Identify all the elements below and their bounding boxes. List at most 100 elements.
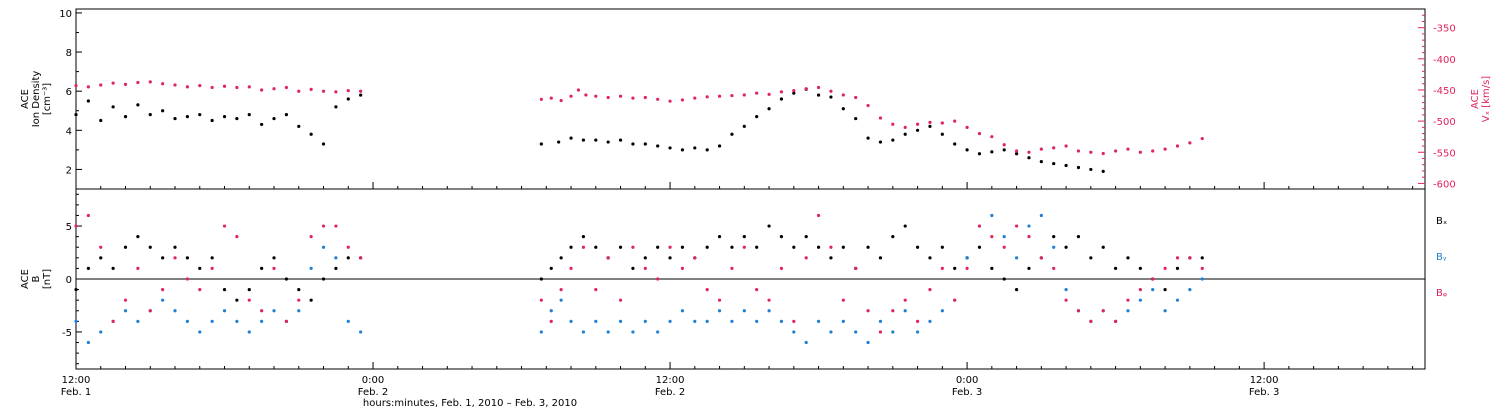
- data-point-by: [1188, 287, 1192, 292]
- data-point-bz: [74, 224, 78, 228]
- data-point-bx: [594, 245, 598, 249]
- data-point-density: [717, 144, 722, 148]
- data-point-bx: [148, 245, 152, 249]
- x-tick-label-date: Feb. 2: [358, 387, 388, 398]
- data-point-bz: [272, 266, 276, 271]
- data-point-by: [1126, 309, 1130, 313]
- data-point-vx: [668, 99, 672, 103]
- data-point-by: [928, 319, 932, 323]
- data-point-density: [977, 152, 982, 156]
- data-point-bz: [321, 224, 326, 228]
- data-point-bx: [903, 224, 907, 228]
- data-point-bx: [816, 245, 821, 249]
- data-point-bz: [359, 256, 363, 260]
- data-point-density: [631, 142, 635, 146]
- data-point-by: [866, 340, 870, 345]
- data-point-vx: [1101, 151, 1105, 156]
- data-point-bz: [185, 277, 189, 281]
- data-point-by: [990, 213, 994, 218]
- data-point-vx: [99, 83, 103, 87]
- data-point-bx: [656, 245, 660, 249]
- data-point-by: [334, 256, 338, 260]
- axis-label-line: Vₓ [km/s]: [1481, 76, 1492, 122]
- data-point-by: [235, 319, 239, 323]
- data-point-by: [755, 319, 759, 323]
- data-point-density: [816, 93, 821, 97]
- y2-tick-label: -600: [1433, 179, 1456, 190]
- data-point-density: [1002, 148, 1006, 152]
- data-point-bz: [903, 298, 907, 302]
- data-point-density: [86, 99, 90, 103]
- data-point-vx: [792, 88, 796, 93]
- data-point-by: [272, 309, 276, 313]
- y2-tick-label: -550: [1433, 148, 1456, 159]
- data-point-by: [549, 309, 553, 313]
- data-point-bx: [247, 287, 251, 292]
- data-point-vx: [260, 88, 264, 92]
- x-tick-label-date: Feb. 2: [655, 387, 685, 398]
- data-point-by: [321, 245, 326, 249]
- data-point-vx: [730, 93, 734, 98]
- data-point-density: [779, 97, 784, 101]
- data-point-vx: [584, 93, 588, 97]
- data-point-bz: [990, 235, 994, 239]
- x-tick-label-date: Feb. 3: [952, 387, 982, 398]
- data-point-by: [539, 330, 543, 334]
- data-point-density: [953, 142, 957, 146]
- data-point-bx: [99, 256, 103, 260]
- top-x-ticks: [75, 182, 1414, 189]
- data-point-bz: [631, 245, 635, 249]
- data-point-by: [656, 330, 660, 334]
- data-point-bz: [1002, 245, 1006, 249]
- data-point-vx: [779, 90, 784, 94]
- data-point-by: [940, 309, 944, 313]
- x-tick-label-time: 12:00: [1250, 375, 1279, 386]
- data-point-density: [656, 144, 660, 148]
- data-point-density: [1027, 156, 1031, 160]
- data-point-bx: [334, 266, 338, 271]
- data-point-by: [1002, 235, 1006, 239]
- data-point-density: [309, 132, 313, 136]
- data-point-bx: [804, 235, 808, 239]
- data-point-vx: [1175, 144, 1180, 148]
- data-point-bz: [829, 245, 833, 249]
- data-point-by: [359, 330, 363, 334]
- data-point-density: [854, 116, 858, 121]
- data-point-bz: [792, 319, 796, 323]
- data-point-density: [1052, 161, 1056, 166]
- legend-entry: Bₓ: [1436, 216, 1447, 227]
- x-tick-label-date: Feb. 1: [61, 387, 91, 398]
- data-point-by: [222, 309, 227, 313]
- data-point-vx: [1200, 136, 1204, 141]
- data-point-bx: [618, 245, 623, 249]
- data-point-bz: [1027, 235, 1031, 239]
- data-point-bz: [891, 309, 895, 313]
- data-point-bx: [1064, 245, 1068, 249]
- data-point-bx: [559, 256, 563, 260]
- x-tick-label-time: 0:00: [362, 375, 384, 386]
- data-point-bx: [1076, 235, 1081, 239]
- data-point-density: [643, 142, 647, 146]
- data-point-bx: [742, 235, 746, 239]
- data-point-density: [185, 115, 189, 119]
- data-point-bx: [272, 256, 276, 260]
- data-point-by: [1138, 298, 1142, 302]
- data-point-bx: [111, 266, 115, 271]
- data-point-density: [557, 140, 561, 144]
- data-point-bz: [1076, 309, 1081, 313]
- y-tick-label: -5: [62, 328, 72, 339]
- data-point-bz: [260, 309, 264, 313]
- axis-label-line: [cm⁻³]: [42, 83, 53, 115]
- data-point-density: [1076, 165, 1081, 170]
- data-point-vx: [841, 93, 845, 97]
- data-point-density: [334, 105, 338, 109]
- data-point-by: [198, 330, 202, 334]
- data-point-by: [1027, 224, 1031, 228]
- data-point-bz: [1138, 287, 1142, 292]
- data-point-density: [693, 146, 697, 150]
- data-point-by: [792, 330, 796, 334]
- data-point-vx: [755, 91, 759, 95]
- legend: Bₓ Bᵧ Bᵩ: [1436, 216, 1447, 299]
- data-point-bx: [705, 245, 709, 249]
- data-point-bx: [779, 235, 784, 239]
